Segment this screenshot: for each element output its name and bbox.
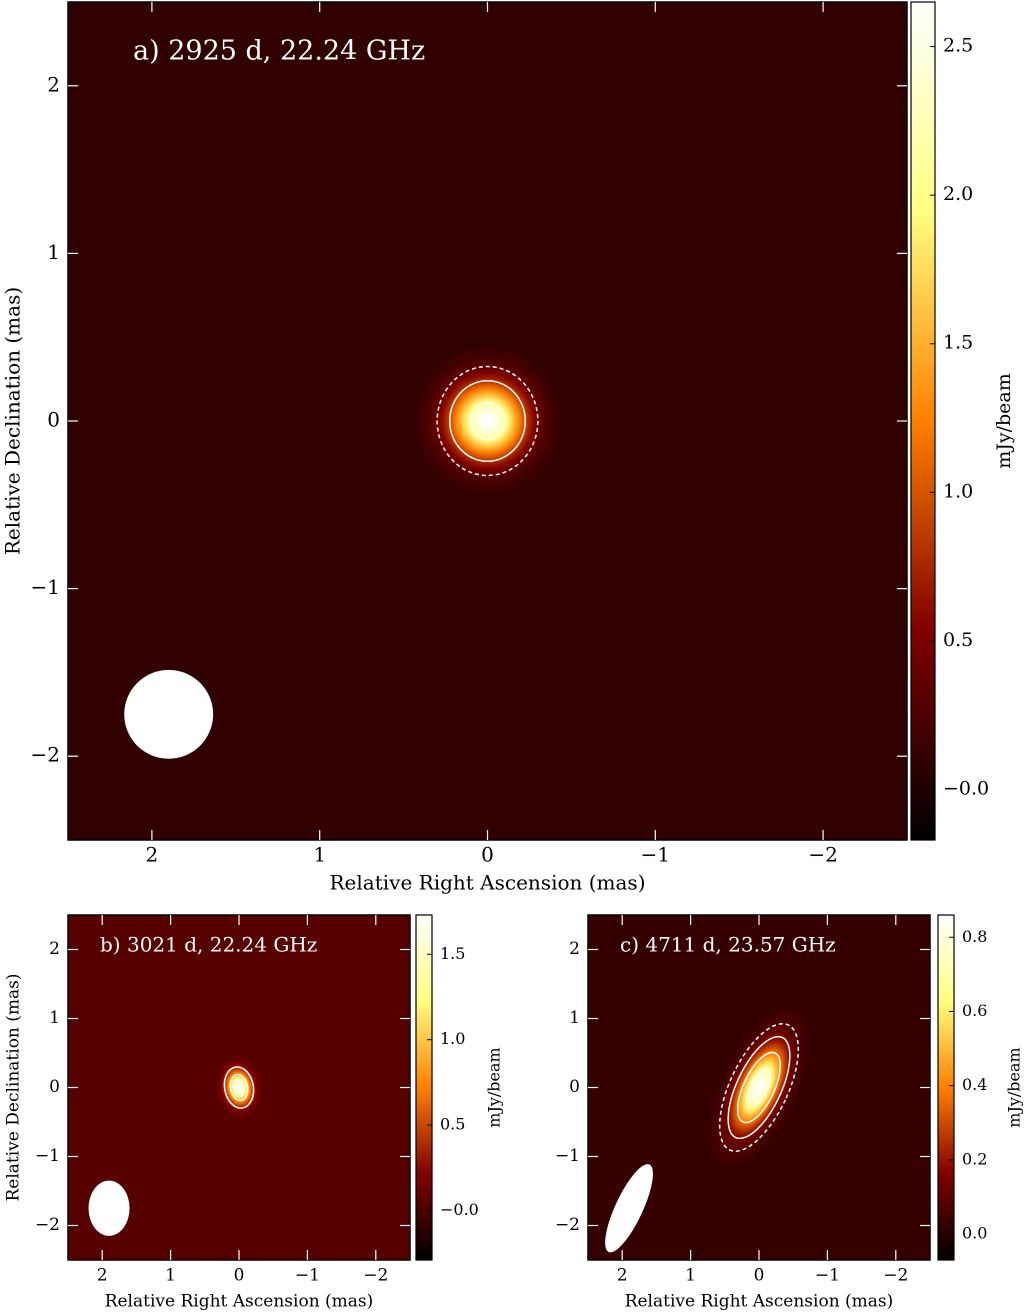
x-axis-label: Relative Right Ascension (mas) <box>330 871 646 895</box>
contour <box>229 1073 249 1102</box>
x-tick-label: −2 <box>363 1266 388 1286</box>
colorbar-tick-label: 1.5 <box>440 944 465 963</box>
colorbar-tick-label: 2.0 <box>943 183 973 205</box>
y-tick-label: 1 <box>569 1008 580 1028</box>
x-tick-label: 1 <box>685 1266 696 1286</box>
source <box>214 1054 264 1121</box>
colorbar-tick-label: 0.0 <box>962 1224 987 1243</box>
y-tick-label: −1 <box>35 1146 60 1166</box>
y-tick-label: 0 <box>569 1077 580 1097</box>
contour <box>727 1035 791 1140</box>
x-tick-label: 2 <box>97 1266 108 1286</box>
colorbar-tick-label: 1.0 <box>943 480 973 502</box>
x-tick-label: 1 <box>165 1266 176 1286</box>
x-tick-label: −2 <box>883 1266 908 1286</box>
contour <box>718 1023 800 1152</box>
colorbar-label: mJy/beam <box>485 1047 504 1127</box>
source <box>709 1007 809 1168</box>
x-tick-label: 1 <box>313 843 326 867</box>
colorbar-tick-label: 0.4 <box>962 1075 987 1094</box>
contour <box>223 1066 255 1109</box>
y-tick-label: −2 <box>31 743 60 767</box>
colorbar-tick-label: 0.5 <box>440 1115 465 1134</box>
contour <box>747 1069 771 1106</box>
y-tick-label: −1 <box>31 575 60 599</box>
y-tick-label: 2 <box>49 939 60 959</box>
plot-area <box>588 915 930 1260</box>
x-tick-label: 0 <box>234 1266 245 1286</box>
colorbar-tick-label: 0.2 <box>962 1149 987 1168</box>
x-tick-label: 2 <box>146 843 159 867</box>
source <box>411 345 564 497</box>
y-tick-label: 2 <box>569 939 580 959</box>
x-tick-label: −1 <box>295 1266 320 1286</box>
colorbar-label: mJy/beam <box>1005 1047 1024 1127</box>
beam <box>124 669 214 759</box>
colorbar-tick-label: −0.0 <box>440 1200 479 1219</box>
y-tick-label: −2 <box>35 1215 60 1235</box>
x-axis-label: Relative Right Ascension (mas) <box>625 1292 894 1312</box>
y-tick-label: 1 <box>49 1008 60 1028</box>
contour <box>232 1078 246 1097</box>
y-tick-label: 0 <box>49 1077 60 1097</box>
panel-title: b) 3021 d, 22.24 GHz <box>100 933 317 957</box>
x-tick-label: 2 <box>617 1266 628 1286</box>
x-axis-label: Relative Right Ascension (mas) <box>105 1292 374 1312</box>
x-tick-label: −1 <box>641 843 670 867</box>
colorbar-tick-label: 1.5 <box>943 332 973 354</box>
colorbar-label: mJy/beam <box>993 373 1015 469</box>
colorbar <box>937 914 955 1261</box>
y-tick-label: −2 <box>555 1215 580 1235</box>
contour <box>736 1051 782 1124</box>
x-tick-label: −1 <box>815 1266 840 1286</box>
y-tick-label: 0 <box>47 408 60 432</box>
colorbar-tick-label: 1.0 <box>440 1029 465 1048</box>
plot-area <box>68 915 410 1260</box>
colorbar <box>910 1 936 841</box>
beam <box>605 1164 653 1253</box>
y-tick-label: 1 <box>47 240 60 264</box>
colorbar-tick-label: 2.5 <box>943 35 973 57</box>
x-tick-label: 0 <box>481 843 494 867</box>
contour <box>469 401 506 441</box>
y-axis-label: Relative Declination (mas) <box>1 287 25 555</box>
colorbar-tick-label: −0.0 <box>943 777 989 799</box>
y-tick-label: −1 <box>555 1146 580 1166</box>
x-tick-label: −2 <box>808 843 837 867</box>
panel-title: a) 2925 d, 22.24 GHz <box>133 36 425 67</box>
y-axis-label: Relative Declination (mas) <box>4 973 24 1201</box>
beam <box>88 1180 130 1236</box>
contour <box>436 365 539 477</box>
colorbar <box>415 914 433 1261</box>
contour <box>448 380 527 462</box>
colorbar-tick-label: 0.8 <box>962 927 987 946</box>
plot-area <box>68 2 907 840</box>
x-tick-label: 0 <box>754 1266 765 1286</box>
colorbar-tick-label: 0.6 <box>962 1001 987 1020</box>
panel-title: c) 4711 d, 23.57 GHz <box>620 933 836 957</box>
colorbar-tick-label: 0.5 <box>943 629 973 651</box>
y-tick-label: 2 <box>47 72 60 96</box>
